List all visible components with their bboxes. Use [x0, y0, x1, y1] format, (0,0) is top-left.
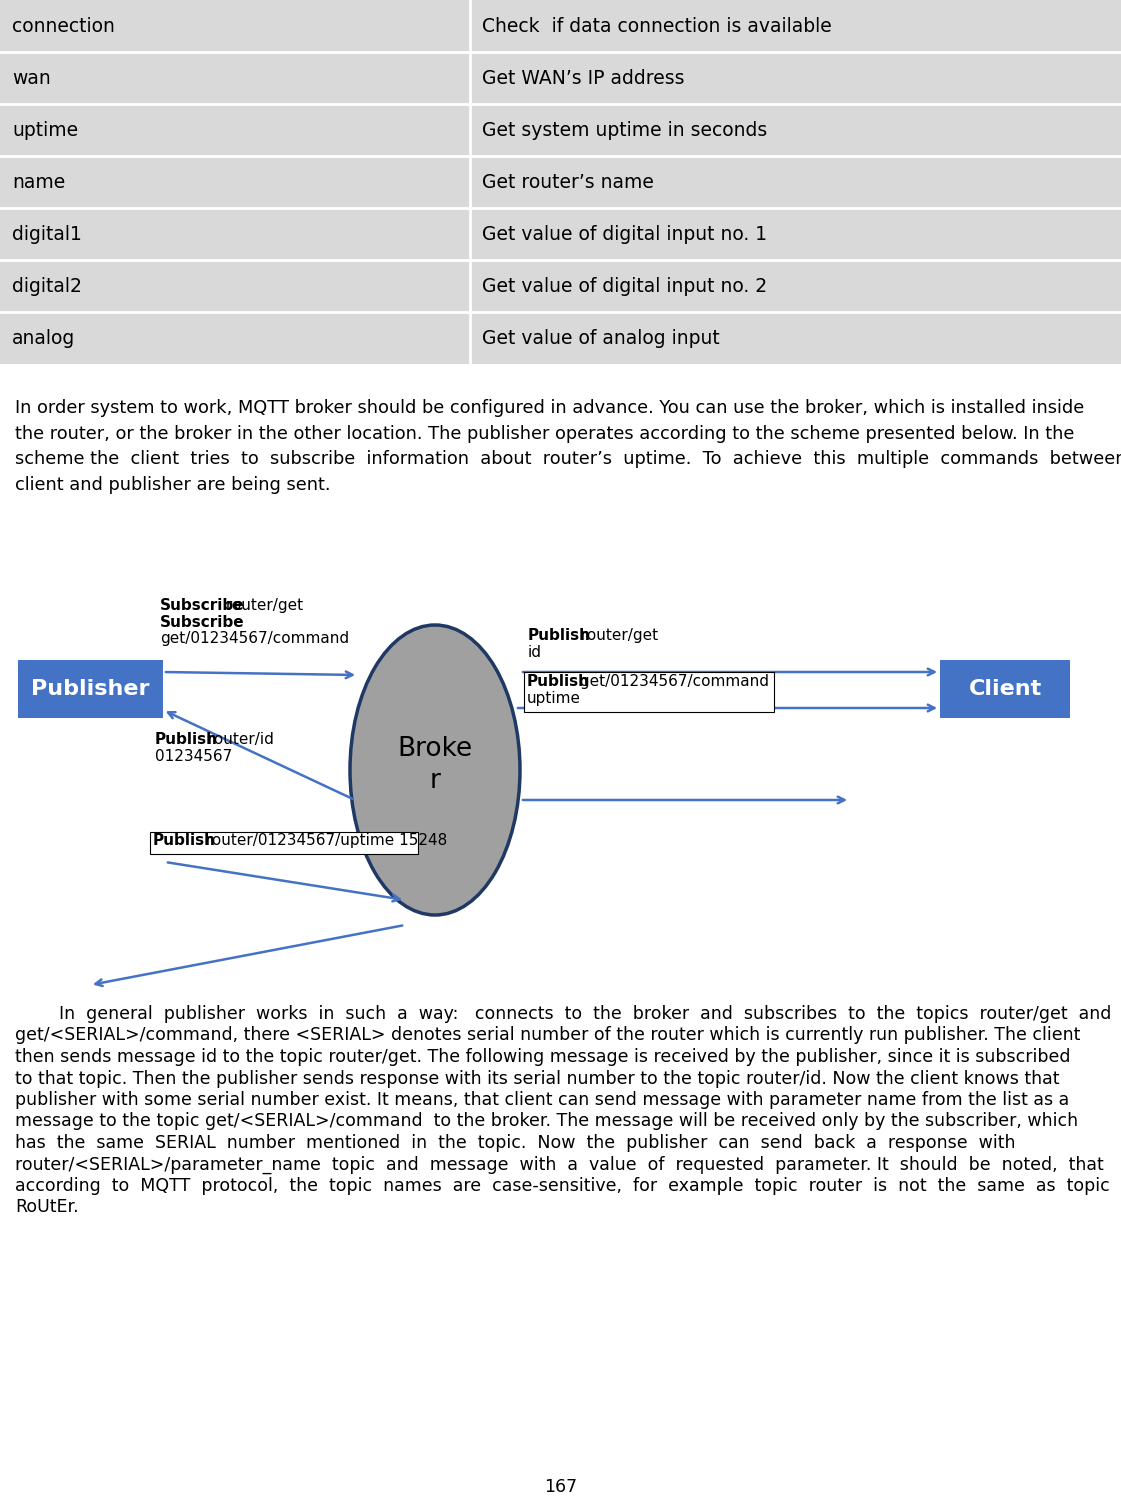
- Bar: [150, 832, 418, 854]
- Bar: [524, 672, 773, 711]
- Text: connection: connection: [12, 17, 114, 36]
- Bar: [0, 260, 470, 311]
- Text: digital1: digital1: [12, 224, 82, 244]
- Text: get/<SERIAL>/command, there <SERIAL> denotes serial number of the router which i: get/<SERIAL>/command, there <SERIAL> den…: [15, 1027, 1081, 1044]
- Text: 01234567: 01234567: [155, 749, 232, 764]
- Text: wan: wan: [12, 69, 50, 87]
- Bar: [470, 53, 1121, 104]
- Text: Check  if data connection is available: Check if data connection is available: [482, 17, 832, 36]
- Bar: [470, 260, 1121, 311]
- Text: Publish: Publish: [528, 629, 591, 644]
- Text: uptime: uptime: [527, 690, 581, 705]
- Text: message to the topic get/<SERIAL>/command  to the broker. The message will be re: message to the topic get/<SERIAL>/comman…: [15, 1113, 1078, 1131]
- Bar: [0, 53, 470, 104]
- Bar: [0, 311, 470, 364]
- Bar: [470, 311, 1121, 364]
- Bar: [0, 104, 470, 156]
- Text: Get WAN’s IP address: Get WAN’s IP address: [482, 69, 685, 87]
- Text: Get value of digital input no. 2: Get value of digital input no. 2: [482, 277, 767, 295]
- Text: Get value of analog input: Get value of analog input: [482, 328, 720, 347]
- Text: 167: 167: [545, 1478, 577, 1496]
- Text: router/<SERIAL>/parameter_name  topic  and  message  with  a  value  of  request: router/<SERIAL>/parameter_name topic and…: [15, 1155, 1104, 1173]
- Text: according  to  MQTT  protocol,  the  topic  names  are  case-sensitive,  for  ex: according to MQTT protocol, the topic na…: [15, 1178, 1110, 1196]
- Text: RoUtEr.: RoUtEr.: [15, 1199, 78, 1217]
- Text: then sends message id to the topic router/get. The following message is received: then sends message id to the topic route…: [15, 1048, 1071, 1066]
- Text: uptime: uptime: [12, 120, 78, 140]
- Bar: [470, 0, 1121, 53]
- Text: get/01234567/command: get/01234567/command: [160, 632, 349, 647]
- Text: Get value of digital input no. 1: Get value of digital input no. 1: [482, 224, 767, 244]
- Text: get/01234567/command: get/01234567/command: [575, 674, 769, 689]
- Bar: [470, 156, 1121, 208]
- Bar: [0, 0, 470, 53]
- Ellipse shape: [350, 626, 520, 914]
- Text: Publish: Publish: [527, 674, 590, 689]
- Bar: [0, 156, 470, 208]
- Text: In order system to work, MQTT broker should be configured in advance. You can us: In order system to work, MQTT broker sho…: [15, 399, 1121, 495]
- Text: Publish: Publish: [155, 732, 217, 747]
- Text: Subscribe: Subscribe: [160, 615, 244, 630]
- Text: has  the  same  SERIAL  number  mentioned  in  the  topic.  Now  the  publisher : has the same SERIAL number mentioned in …: [15, 1134, 1016, 1152]
- Text: Publish: Publish: [152, 833, 216, 848]
- Text: router/01234567/uptime 15248: router/01234567/uptime 15248: [201, 833, 447, 848]
- Text: digital2: digital2: [12, 277, 82, 295]
- Text: router/id: router/id: [203, 732, 274, 747]
- Text: publisher with some serial number exist. It means, that client can send message : publisher with some serial number exist.…: [15, 1090, 1069, 1108]
- Bar: [941, 660, 1071, 717]
- Text: name: name: [12, 173, 65, 191]
- Text: Get router’s name: Get router’s name: [482, 173, 654, 191]
- Text: router/get: router/get: [221, 599, 304, 614]
- Text: Get system uptime in seconds: Get system uptime in seconds: [482, 120, 767, 140]
- Text: Broke
r: Broke r: [398, 735, 473, 794]
- Text: Subscribe: Subscribe: [160, 599, 244, 614]
- Text: id: id: [528, 645, 541, 660]
- Text: to that topic. Then the publisher sends response with its serial number to the t: to that topic. Then the publisher sends …: [15, 1069, 1059, 1087]
- Text: Client: Client: [969, 678, 1041, 699]
- Bar: [470, 104, 1121, 156]
- Text: router/get: router/get: [576, 629, 658, 644]
- Bar: [470, 208, 1121, 260]
- Text: In  general  publisher  works  in  such  a  way:   connects  to  the  broker  an: In general publisher works in such a way…: [15, 1005, 1111, 1023]
- Text: analog: analog: [12, 328, 75, 347]
- Text: Publisher: Publisher: [31, 678, 150, 699]
- Bar: [18, 660, 163, 717]
- Bar: [0, 208, 470, 260]
